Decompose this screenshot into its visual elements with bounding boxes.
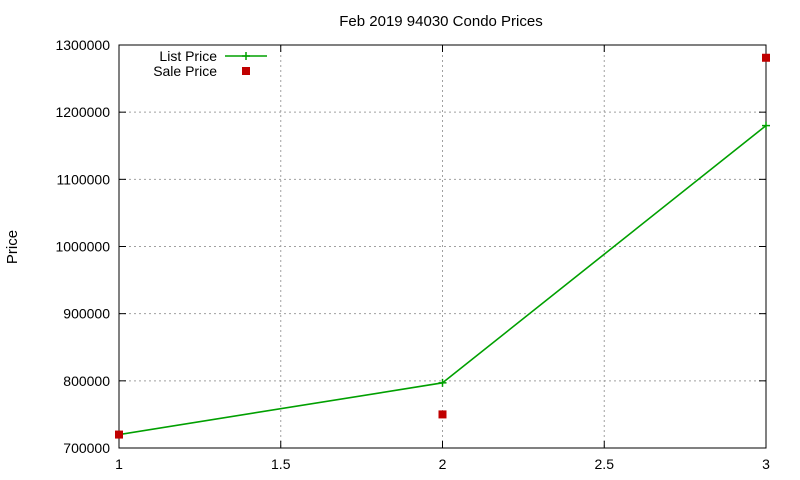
x-tick-label: 1.5 (271, 456, 291, 472)
y-tick-label: 1100000 (57, 171, 111, 187)
x-tick-label: 3 (762, 456, 770, 472)
legend-marker (242, 52, 250, 60)
y-tick-label: 800000 (63, 373, 110, 389)
x-tick-label: 2 (439, 456, 447, 472)
y-axis-label: Price (4, 230, 21, 264)
y-tick-label: 1300000 (55, 37, 110, 53)
y-tick-label: 900000 (63, 306, 110, 322)
data-point (115, 430, 123, 439)
y-tick-label: 1200000 (55, 104, 110, 120)
data-point (438, 410, 447, 419)
data-point (762, 53, 770, 62)
data-point (438, 378, 447, 387)
series-sale-price (115, 53, 770, 439)
legend-label: List Price (159, 48, 217, 64)
y-tick-label: 1000000 (55, 239, 110, 255)
x-tick-label: 1 (115, 456, 123, 472)
data-point (762, 121, 770, 130)
series-layer (115, 53, 770, 439)
legend-label: Sale Price (153, 63, 217, 79)
legend-marker (242, 67, 250, 75)
chart-title: Feb 2019 94030 Condo Prices (339, 13, 542, 30)
x-tick-label: 2.5 (595, 456, 615, 472)
grid-lines (119, 45, 766, 448)
axis-ticks: 1 1.5 2 2.5 3 700000 800000 900000 1000000 110000… (55, 37, 770, 472)
y-tick-label: 700000 (63, 440, 110, 456)
